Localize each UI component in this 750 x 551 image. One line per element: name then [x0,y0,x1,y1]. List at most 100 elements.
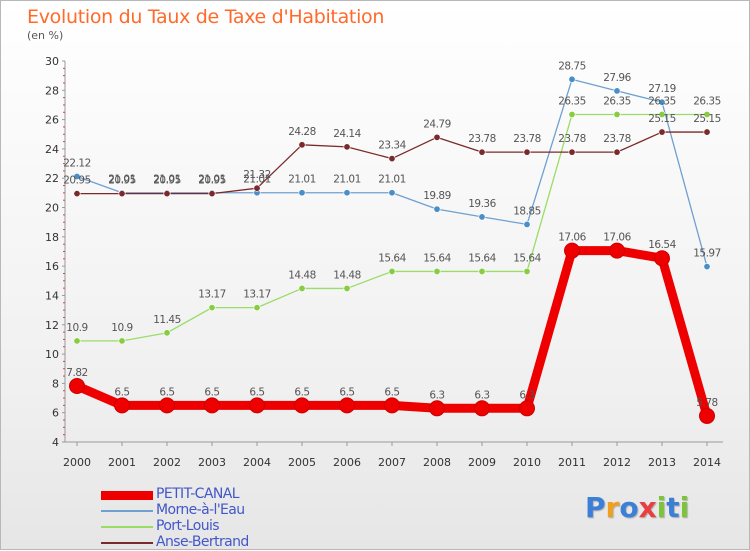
data-label-port-louis: 10.9 [66,322,87,334]
data-point-port-louis [298,284,306,292]
data-label-anse-bertrand: 23.78 [513,133,541,145]
data-point-port-louis [613,110,621,118]
data-point-morne-l-eau [298,189,306,197]
data-label-petit-canal: 6.5 [294,386,309,398]
logo-letter: i [656,491,667,524]
y-tick-label: 8 [52,377,59,390]
y-tick-label: 26 [45,114,59,127]
data-label-port-louis: 10.9 [111,322,132,334]
data-label-port-louis: 11.45 [153,314,181,326]
data-label-anse-bertrand: 20.95 [108,175,136,187]
data-label-port-louis: 15.64 [468,252,496,264]
data-label-anse-bertrand: 25.15 [693,113,721,125]
data-label-anse-bertrand: 20.95 [153,175,181,187]
data-point-petit-canal [204,397,220,414]
x-tick-label: 2001 [108,456,136,469]
data-point-anse-bertrand [433,133,441,141]
logo-letter: t [666,491,680,524]
data-point-port-louis [433,267,441,275]
data-point-petit-canal [429,400,445,417]
data-label-morne-l-eau: 21.01 [288,174,316,186]
y-tick-label: 20 [45,202,59,215]
data-point-port-louis [163,329,171,337]
data-point-anse-bertrand [568,148,576,156]
data-point-port-louis [343,284,351,292]
data-point-morne-l-eau [478,213,486,221]
data-label-port-louis: 15.64 [378,252,406,264]
data-label-petit-canal: 6.5 [249,386,264,398]
data-point-port-louis [523,267,531,275]
data-label-morne-l-eau: 21.01 [243,174,271,186]
y-tick-label: 12 [45,319,59,332]
data-label-port-louis: 26.35 [603,95,631,107]
logo-letter: o [619,491,639,524]
data-point-anse-bertrand [703,128,711,136]
data-point-port-louis [658,110,666,118]
data-point-morne-l-eau [658,98,666,106]
data-point-petit-canal [339,397,355,414]
data-label-anse-bertrand: 24.79 [423,118,451,130]
y-tick-label: 4 [52,436,59,449]
data-label-port-louis: 26.35 [693,95,721,107]
data-label-morne-l-eau: 21.01 [333,174,361,186]
data-point-port-louis [118,337,126,345]
axes: 4 6 8 10 12 14 16 18 20 22 24 26 28 30 2000 2001 2002 200… [45,55,723,469]
data-label-anse-bertrand: 23.34 [378,140,406,152]
data-label-anse-bertrand: 21.32 [243,169,271,181]
data-label-petit-canal: 17.06 [558,232,586,244]
data-label-morne-l-eau: 21.01 [153,174,181,186]
data-label-petit-canal: 6.5 [339,386,354,398]
y-tick-label: 28 [45,84,59,97]
data-point-petit-canal [609,242,625,259]
logo-letter: x [638,491,657,524]
data-point-anse-bertrand [253,184,261,192]
data-point-morne-l-eau [613,87,621,95]
data-point-petit-canal [159,397,175,414]
data-label-morne-l-eau: 21.01 [198,174,226,186]
data-label-morne-l-eau: 21.01 [108,174,136,186]
y-tick-label: 16 [45,260,59,273]
y-tick-label: 18 [45,231,59,244]
x-tick-label: 2006 [333,456,361,469]
data-label-port-louis: 26.35 [558,95,586,107]
data-point-port-louis [253,304,261,312]
data-point-anse-bertrand [73,190,81,198]
data-label-morne-l-eau: 15.97 [693,248,721,260]
data-point-petit-canal [114,397,130,414]
logo-letter: i [679,491,690,524]
chart-title: Evolution du Taux de Taxe d'Habitation [27,6,385,28]
data-label-petit-canal: 6.3 [429,389,444,401]
x-tick-label: 2014 [693,456,721,469]
data-point-port-louis [703,110,711,118]
data-labels-layer: 7.82 6.5 6.5 6.5 6.5 6.5 6.5 6.5 6.3 6.3 6.3 17.06 1… [63,60,721,409]
x-tick-label: 2004 [243,456,271,469]
legend-swatch [101,526,153,528]
data-point-anse-bertrand [298,141,306,149]
data-label-petit-canal: 6.5 [204,386,219,398]
x-tick-label: 2005 [288,456,316,469]
x-tick-label: 2009 [468,456,496,469]
data-label-port-louis: 14.48 [333,269,361,281]
y-tick-label: 30 [45,55,59,68]
legend-swatch [101,490,153,500]
data-label-anse-bertrand: 23.78 [468,133,496,145]
data-point-petit-canal [384,397,400,414]
data-point-petit-canal [564,242,580,259]
x-tick-label: 2003 [198,456,226,469]
data-label-petit-canal: 6.5 [114,386,129,398]
data-point-petit-canal [294,397,310,414]
data-point-morne-l-eau [568,75,576,83]
data-label-port-louis: 15.64 [513,252,541,264]
data-label-petit-canal: 6.3 [474,389,489,401]
data-label-morne-l-eau: 27.19 [648,83,676,95]
legend-label: Anse-Bertrand [156,534,249,550]
data-label-petit-canal: 5.78 [696,397,717,409]
data-point-port-louis [568,110,576,118]
data-point-morne-l-eau [388,189,396,197]
data-point-anse-bertrand [118,190,126,198]
y-tick-label: 10 [45,348,59,361]
data-label-petit-canal: 6.5 [159,386,174,398]
proxiti-logo: Proxiti [585,491,689,524]
x-tick-label: 2002 [153,456,181,469]
